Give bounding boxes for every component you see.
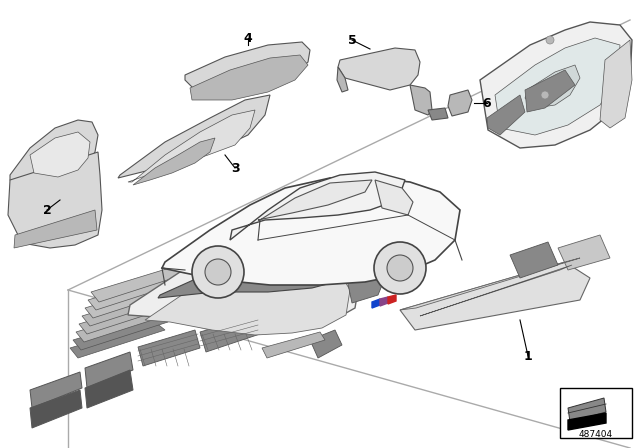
Polygon shape	[380, 297, 388, 306]
Polygon shape	[345, 262, 385, 303]
Polygon shape	[70, 322, 165, 358]
Polygon shape	[230, 172, 405, 240]
Circle shape	[374, 242, 426, 294]
Circle shape	[546, 36, 554, 44]
Polygon shape	[558, 235, 610, 270]
Polygon shape	[30, 390, 82, 428]
Polygon shape	[85, 352, 133, 388]
Circle shape	[387, 255, 413, 281]
Polygon shape	[258, 180, 372, 220]
Polygon shape	[480, 22, 632, 148]
Polygon shape	[600, 40, 632, 128]
Polygon shape	[162, 178, 460, 285]
Polygon shape	[133, 138, 215, 185]
Polygon shape	[82, 290, 177, 326]
Text: 487404: 487404	[579, 430, 613, 439]
Polygon shape	[85, 282, 180, 318]
Text: 3: 3	[230, 161, 239, 175]
Polygon shape	[495, 38, 620, 135]
Text: 6: 6	[483, 96, 492, 109]
Polygon shape	[388, 295, 396, 304]
Polygon shape	[487, 95, 525, 135]
Polygon shape	[91, 266, 186, 302]
Polygon shape	[85, 370, 133, 408]
Polygon shape	[30, 372, 82, 408]
Polygon shape	[88, 274, 183, 310]
Polygon shape	[525, 65, 580, 108]
Polygon shape	[568, 398, 606, 422]
Polygon shape	[410, 85, 432, 115]
Polygon shape	[400, 258, 580, 310]
Polygon shape	[185, 42, 310, 90]
Polygon shape	[375, 180, 413, 215]
Polygon shape	[158, 257, 340, 298]
Circle shape	[541, 91, 549, 99]
Polygon shape	[145, 258, 350, 335]
Polygon shape	[262, 332, 325, 358]
FancyBboxPatch shape	[560, 388, 632, 438]
Polygon shape	[337, 67, 348, 92]
Polygon shape	[568, 413, 606, 430]
Polygon shape	[138, 330, 200, 366]
Polygon shape	[525, 70, 575, 112]
Text: 5: 5	[348, 34, 356, 47]
Polygon shape	[128, 245, 360, 330]
Polygon shape	[14, 210, 97, 248]
Polygon shape	[10, 120, 98, 188]
Polygon shape	[190, 55, 308, 100]
Polygon shape	[338, 48, 420, 90]
Circle shape	[192, 246, 244, 298]
Text: 2: 2	[43, 203, 51, 216]
Polygon shape	[128, 110, 255, 182]
Text: 4: 4	[244, 31, 252, 44]
Polygon shape	[310, 330, 342, 358]
Polygon shape	[79, 298, 174, 334]
Polygon shape	[420, 265, 572, 316]
Polygon shape	[428, 108, 448, 120]
Polygon shape	[118, 95, 270, 178]
Polygon shape	[73, 314, 168, 350]
Polygon shape	[400, 262, 590, 330]
Polygon shape	[76, 306, 171, 342]
Circle shape	[205, 259, 231, 285]
Polygon shape	[30, 132, 90, 177]
Polygon shape	[448, 90, 472, 116]
Polygon shape	[510, 242, 558, 278]
Polygon shape	[8, 152, 102, 248]
Text: 1: 1	[524, 349, 532, 362]
Polygon shape	[372, 299, 380, 308]
Polygon shape	[200, 316, 260, 352]
